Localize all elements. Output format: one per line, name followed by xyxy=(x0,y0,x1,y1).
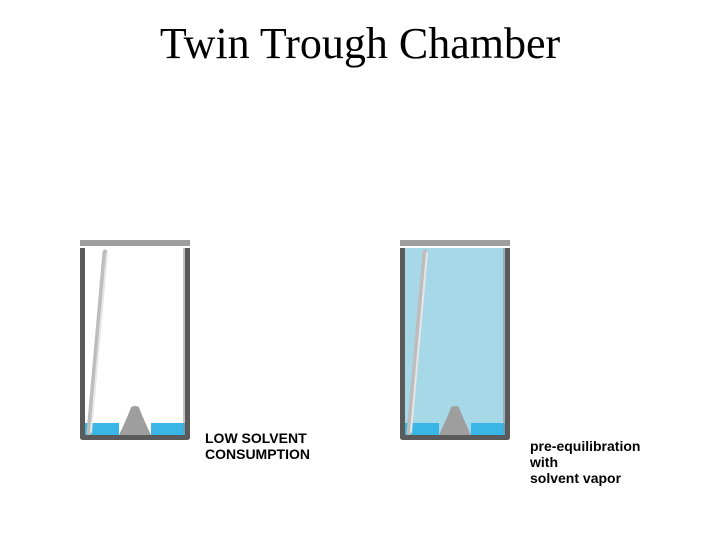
chamber-left xyxy=(80,240,190,440)
slide: Twin Trough Chamber LOW SOLVENT CONSUMPT… xyxy=(0,0,720,540)
page-title: Twin Trough Chamber xyxy=(0,18,720,69)
caption-left-line1: LOW SOLVENT xyxy=(205,430,307,446)
caption-right-line3: solvent vapor xyxy=(530,470,621,486)
caption-right-line2: with xyxy=(530,454,558,470)
chamber-right xyxy=(400,240,510,440)
caption-pre-equilibration: pre-equilibration with solvent vapor xyxy=(530,438,640,486)
caption-right-line1: pre-equilibration xyxy=(530,438,640,454)
caption-low-solvent: LOW SOLVENT CONSUMPTION xyxy=(205,430,310,462)
caption-left-line2: CONSUMPTION xyxy=(205,446,310,462)
